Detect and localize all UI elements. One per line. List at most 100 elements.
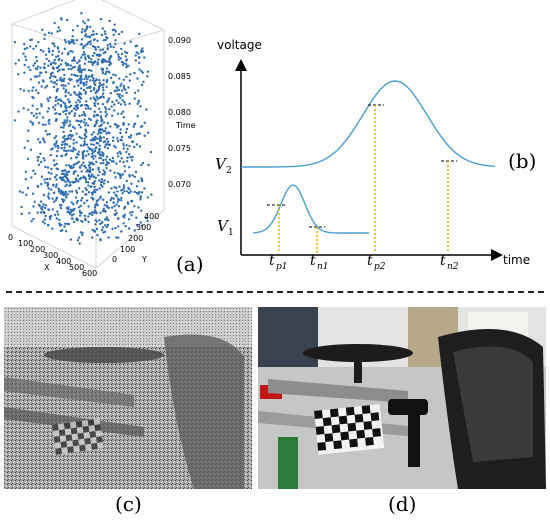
scatter-point xyxy=(135,44,139,47)
scatter-point xyxy=(73,114,76,118)
scatter-point xyxy=(98,187,101,190)
scatter-point xyxy=(117,55,121,59)
scatter-point xyxy=(95,202,98,205)
scatter-point xyxy=(123,213,127,216)
scatter-point xyxy=(65,176,69,180)
scatter-point xyxy=(50,167,53,171)
scatter-point xyxy=(124,88,127,91)
scatter-point xyxy=(60,172,64,176)
scatter-point xyxy=(80,87,83,90)
scatter-point xyxy=(143,187,146,190)
scatter-point xyxy=(105,85,108,89)
scatter-point xyxy=(46,181,49,185)
scatter-point xyxy=(75,141,78,144)
scatter-point xyxy=(123,42,126,45)
scatter-point xyxy=(114,176,117,179)
scatter-point xyxy=(102,198,105,201)
scatter-point xyxy=(121,63,125,67)
scatter-point xyxy=(85,199,89,202)
scatter-point xyxy=(57,50,61,53)
scatter-point xyxy=(51,106,55,109)
scatter-point xyxy=(90,173,94,176)
scatter-point xyxy=(113,103,116,106)
scatter-point xyxy=(116,190,119,193)
scatter-point xyxy=(59,63,63,66)
scatter-point xyxy=(83,140,86,143)
scatter-point xyxy=(122,215,125,218)
scatter-point xyxy=(37,138,40,141)
scatter-point xyxy=(57,26,60,29)
scatter-point xyxy=(126,156,129,159)
scatter-point xyxy=(96,204,99,207)
scatter-point xyxy=(125,160,129,163)
scatter-point xyxy=(99,110,102,114)
scatter-point xyxy=(38,71,42,74)
scatter-point xyxy=(109,45,113,48)
scatter-point xyxy=(138,32,141,36)
scatter-point xyxy=(89,175,93,178)
scatter-point xyxy=(70,78,73,81)
scatter-point xyxy=(68,77,71,81)
scatter-point xyxy=(105,166,108,170)
scatter-point xyxy=(28,212,31,215)
panel-d-rgb-image xyxy=(258,307,546,489)
scatter-point xyxy=(33,62,37,65)
scatter-point xyxy=(47,120,50,123)
scatter-point xyxy=(80,81,83,84)
scatter-point xyxy=(58,218,61,222)
scatter-point xyxy=(128,79,131,82)
scatter-point xyxy=(53,200,56,203)
scatter-point xyxy=(131,199,134,203)
scatter-point xyxy=(123,101,126,104)
scatter-point xyxy=(35,89,38,92)
scatter-point xyxy=(59,98,62,102)
scatter-point xyxy=(51,227,54,230)
scatter-point xyxy=(78,91,81,94)
scatter-point xyxy=(98,153,101,156)
scatter-point xyxy=(78,66,82,70)
scatter-point xyxy=(69,49,72,53)
scatter-point xyxy=(80,137,83,140)
scatter-point xyxy=(84,107,88,110)
scatter-point xyxy=(62,124,66,127)
scatter-point xyxy=(90,33,94,37)
scatter-point xyxy=(32,169,35,172)
scatter-point xyxy=(104,38,107,42)
scatter-point xyxy=(130,159,134,162)
scatter-point xyxy=(75,218,79,222)
scatter-point xyxy=(52,75,56,78)
scatter-point xyxy=(111,114,114,118)
scatter-point xyxy=(107,70,110,73)
scatter-point xyxy=(57,146,60,150)
scatter-point xyxy=(124,62,128,66)
scatter-point xyxy=(114,209,117,212)
scatter-point xyxy=(117,53,120,56)
scatter-point xyxy=(100,59,104,62)
scatter-point xyxy=(23,146,26,149)
scatter-point xyxy=(59,192,62,195)
scatter-point xyxy=(30,220,33,223)
scatter-point xyxy=(131,210,134,214)
scatter-point xyxy=(140,224,144,227)
scatter-point xyxy=(140,209,143,212)
scatter-point xyxy=(64,175,68,178)
scatter-point xyxy=(68,190,71,193)
scatter-point xyxy=(93,51,96,55)
scatter-point xyxy=(127,86,130,89)
scatter-point xyxy=(96,233,99,237)
scatter-point xyxy=(102,121,106,124)
scatter-point xyxy=(114,89,117,93)
scatter-point xyxy=(93,206,97,209)
scatter-point xyxy=(35,116,38,119)
scatter-point xyxy=(84,44,87,47)
scatter-point xyxy=(104,158,107,161)
tn1-subscript: n1 xyxy=(317,262,329,272)
scatter-point xyxy=(29,68,32,72)
scatter-point xyxy=(68,212,72,216)
scatter-point xyxy=(61,68,64,71)
scatter-point xyxy=(115,162,118,165)
x-tick-label: 100 xyxy=(18,239,33,248)
scatter-point xyxy=(116,172,120,175)
scatter-point xyxy=(65,183,69,186)
x-tick-label: 200 xyxy=(30,245,45,254)
